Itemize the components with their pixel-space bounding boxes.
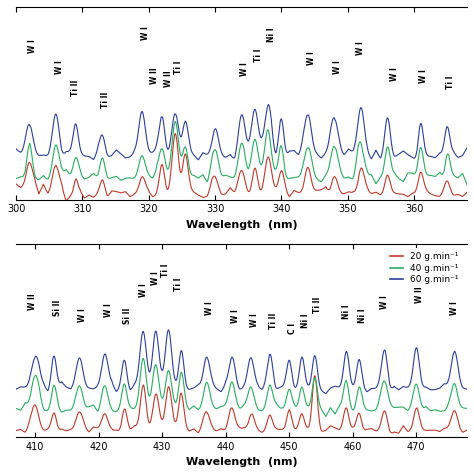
Text: Ti II: Ti II xyxy=(71,79,80,96)
Text: W II: W II xyxy=(164,71,173,87)
Text: W I: W I xyxy=(55,61,64,74)
X-axis label: Wavelength  (nm): Wavelength (nm) xyxy=(186,457,297,467)
Text: W I: W I xyxy=(307,51,316,65)
Text: W I: W I xyxy=(250,313,259,327)
Text: Ti II: Ti II xyxy=(101,92,110,109)
Text: W II: W II xyxy=(150,67,159,84)
Text: W I: W I xyxy=(380,295,389,309)
Text: Ti I: Ti I xyxy=(173,277,182,291)
Text: C I: C I xyxy=(288,323,297,334)
X-axis label: Wavelength  (nm): Wavelength (nm) xyxy=(186,220,297,230)
Text: W I: W I xyxy=(240,63,249,76)
Text: Ti I: Ti I xyxy=(446,76,455,89)
Text: Si II: Si II xyxy=(123,308,132,324)
Text: Ti I: Ti I xyxy=(254,48,263,62)
Text: W I: W I xyxy=(205,301,214,315)
Text: W I: W I xyxy=(28,39,37,53)
Text: W I: W I xyxy=(333,61,342,74)
Text: Ti I: Ti I xyxy=(174,61,183,74)
Text: Ti II: Ti II xyxy=(269,313,278,329)
Text: W I: W I xyxy=(141,27,150,40)
Text: W I: W I xyxy=(78,309,87,322)
Text: W I: W I xyxy=(231,310,240,323)
Text: W I: W I xyxy=(356,41,365,55)
Legend: 20 g.min⁻¹, 40 g.min⁻¹, 60 g.min⁻¹: 20 g.min⁻¹, 40 g.min⁻¹, 60 g.min⁻¹ xyxy=(386,248,463,288)
Text: W I: W I xyxy=(450,301,459,315)
Text: W I: W I xyxy=(104,303,113,318)
Text: Ti I: Ti I xyxy=(161,264,170,277)
Text: W I: W I xyxy=(390,67,399,81)
Text: Ni I: Ni I xyxy=(358,309,367,323)
Text: W II: W II xyxy=(27,293,36,310)
Text: Ti II: Ti II xyxy=(313,297,322,313)
Text: Ni I: Ni I xyxy=(267,27,276,42)
Text: W I: W I xyxy=(419,69,428,83)
Text: W I: W I xyxy=(151,271,160,285)
Text: W I: W I xyxy=(139,283,148,297)
Text: Si II: Si II xyxy=(53,300,62,316)
Text: W II: W II xyxy=(415,286,424,303)
Text: Ni I: Ni I xyxy=(301,314,310,328)
Text: Ni I: Ni I xyxy=(342,305,351,319)
